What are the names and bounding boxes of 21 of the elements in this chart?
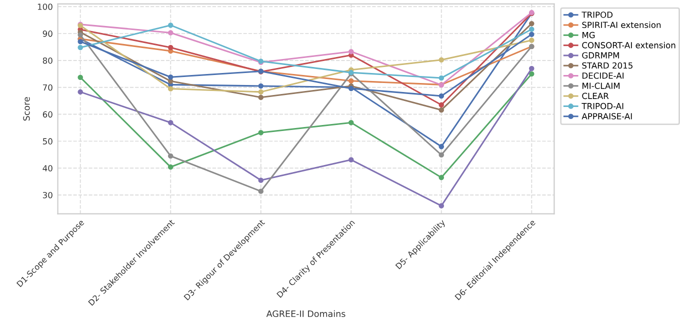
y-tick-label: 70 [43,84,52,91]
y-tick-label: 100 [38,4,52,10]
y-tick-label: 40 [42,165,52,172]
y-tick-label: 90 [42,30,52,37]
legend-label: CONSORT-AI extension [582,42,676,48]
legend-label: DECIDE-AI [582,72,624,79]
legend-label: CLEAR [582,92,609,100]
legend-label: GDRMPM [582,52,619,58]
legend-label: MG [582,32,595,38]
y-axis-title: Score [23,97,30,121]
x-axis-title: AGREE-II Domains [266,310,346,318]
legend-label: TRIPOD [582,12,613,18]
legend-label: TRIPOD-AI [582,102,624,110]
y-tick-label: 30 [42,192,52,198]
y-tick-label: 50 [42,138,52,144]
legend-label: APPRAISE-AI [582,113,632,120]
y-tick-label: 80 [42,57,52,64]
legend-label: SPIRIT-AI extension [582,22,661,28]
legend-label: STARD 2015 [582,62,632,69]
y-tick-label: 60 [42,111,52,118]
legend-label: MI-CLAIM [582,82,620,89]
